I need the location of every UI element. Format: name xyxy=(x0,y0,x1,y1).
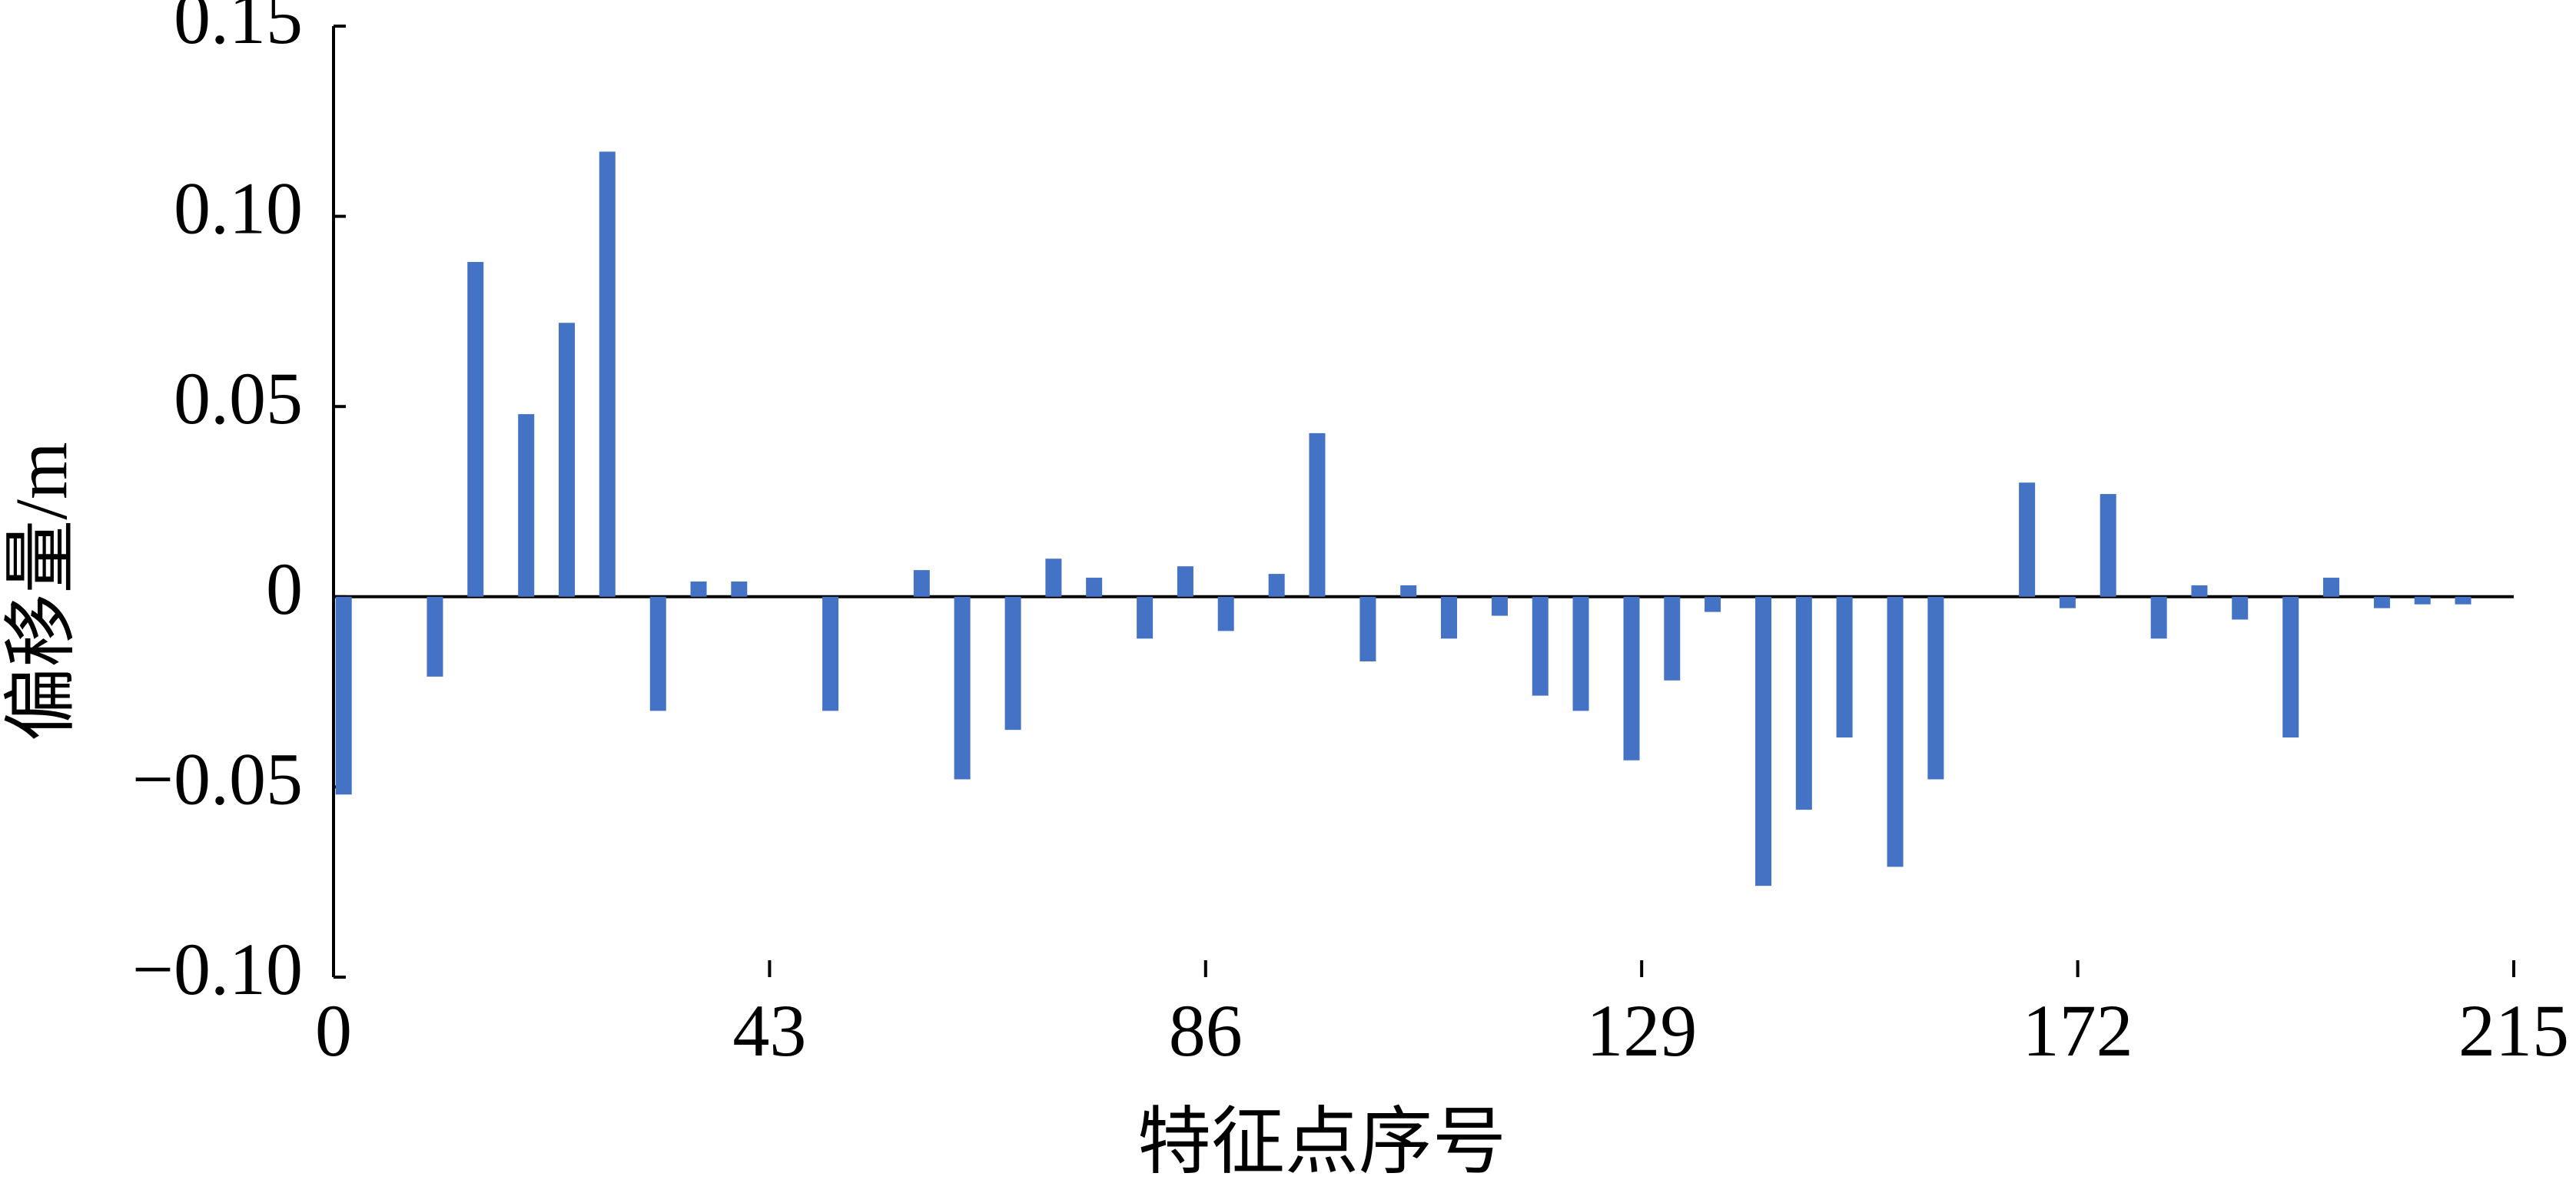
bar xyxy=(913,570,930,597)
y-tick-label: 0 xyxy=(266,548,303,630)
bar xyxy=(1836,596,1853,738)
y-tick-label: 0.15 xyxy=(174,0,303,59)
bar xyxy=(558,323,575,597)
bar xyxy=(2100,494,2116,597)
x-tick-label: 172 xyxy=(2023,989,2133,1072)
bar xyxy=(1217,596,1234,631)
y-tick-label: −0.10 xyxy=(132,928,303,1010)
x-tick-label: 215 xyxy=(2458,989,2569,1072)
bar xyxy=(1927,596,1944,780)
x-tick-label: 0 xyxy=(315,989,352,1072)
bar xyxy=(1795,596,1812,810)
y-tick-label: 0.10 xyxy=(174,167,303,250)
bar xyxy=(427,596,443,677)
bar xyxy=(1045,558,1062,597)
x-axis-title: 特征点序号 xyxy=(1137,1101,1506,1183)
bar xyxy=(1623,596,1640,761)
bar xyxy=(1755,596,1772,886)
x-tick-label: 86 xyxy=(1169,989,1243,1072)
bar xyxy=(1887,596,1904,867)
y-axis-title: 偏移量/m xyxy=(0,442,82,741)
bar xyxy=(649,596,666,711)
bar xyxy=(467,262,484,597)
bar xyxy=(1359,596,1376,661)
bar xyxy=(731,581,748,597)
bar xyxy=(599,151,616,597)
bar xyxy=(1137,596,1154,639)
x-tick-label: 43 xyxy=(732,989,806,1072)
bar xyxy=(335,596,352,795)
bar xyxy=(1268,574,1285,597)
bar xyxy=(1572,596,1589,711)
bar xyxy=(2373,596,2390,608)
bar xyxy=(690,581,707,597)
y-tick-label: 0.05 xyxy=(174,357,303,439)
y-tick-label: −0.05 xyxy=(132,737,303,820)
bar xyxy=(1664,596,1681,681)
bar xyxy=(2455,596,2471,605)
bar xyxy=(1177,566,1193,597)
bar xyxy=(2019,482,2036,597)
bar xyxy=(1400,585,1417,597)
x-tick-label: 129 xyxy=(1586,989,1697,1072)
bar xyxy=(2232,596,2249,620)
bar xyxy=(822,596,839,711)
bar xyxy=(1004,596,1021,731)
bar xyxy=(1086,578,1103,597)
bar xyxy=(2150,596,2167,639)
bar xyxy=(2282,596,2299,738)
bar xyxy=(954,596,971,780)
bar xyxy=(1309,432,1326,597)
bar xyxy=(1705,596,1721,612)
bar xyxy=(2191,585,2208,597)
bar xyxy=(2322,578,2339,597)
bar xyxy=(1491,596,1508,616)
bar xyxy=(2414,596,2431,605)
bar xyxy=(1440,596,1457,639)
bar xyxy=(2059,596,2076,608)
bar xyxy=(1532,596,1549,696)
bar xyxy=(518,414,535,597)
